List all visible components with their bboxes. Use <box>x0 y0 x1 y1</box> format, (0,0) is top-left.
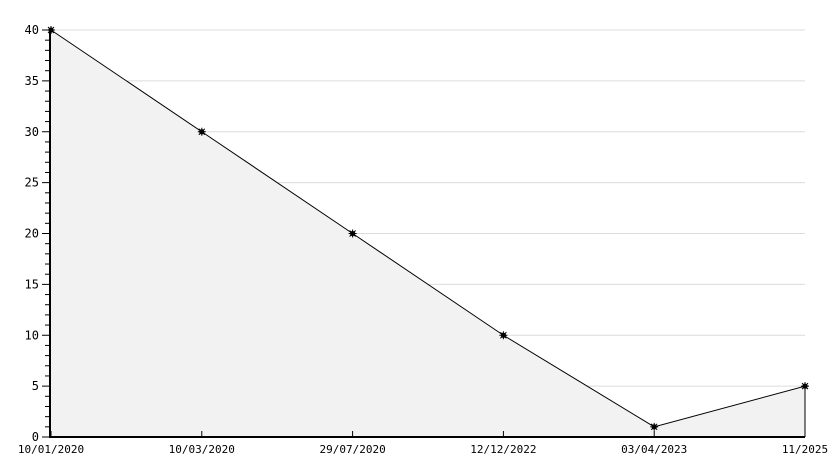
x-axis-label: 03/04/2023 <box>621 443 687 456</box>
x-axis-label: 10/03/2020 <box>169 443 235 456</box>
data-point-marker <box>801 382 809 391</box>
y-axis-label: 20 <box>25 227 39 241</box>
data-point-marker <box>197 127 206 136</box>
marker-shape <box>651 424 657 430</box>
marker-shape <box>48 27 54 33</box>
data-point-marker <box>348 229 357 238</box>
data-point-marker <box>650 422 659 431</box>
y-axis-label: 35 <box>25 74 39 88</box>
y-axis-label: 10 <box>25 328 39 342</box>
x-axis-label: 10/01/2020 <box>18 443 84 456</box>
data-point-marker <box>47 26 55 34</box>
marker-shape <box>350 230 356 237</box>
marker-shape <box>802 383 808 389</box>
marker-shape <box>199 129 205 135</box>
y-axis-label: 5 <box>32 379 39 393</box>
y-axis-label: 30 <box>25 125 39 139</box>
area-fill <box>51 30 805 437</box>
x-axis-label: 12/12/2022 <box>470 443 536 456</box>
data-point-marker <box>499 331 508 340</box>
x-axis-label: 11/2025 <box>782 443 828 456</box>
y-axis-label: 25 <box>25 176 39 190</box>
marker-shape <box>500 332 506 338</box>
y-axis-label: 0 <box>32 430 39 444</box>
y-axis-label: 15 <box>25 277 39 291</box>
y-axis-label: 40 <box>25 23 39 37</box>
x-axis-label: 29/07/2020 <box>319 443 385 456</box>
